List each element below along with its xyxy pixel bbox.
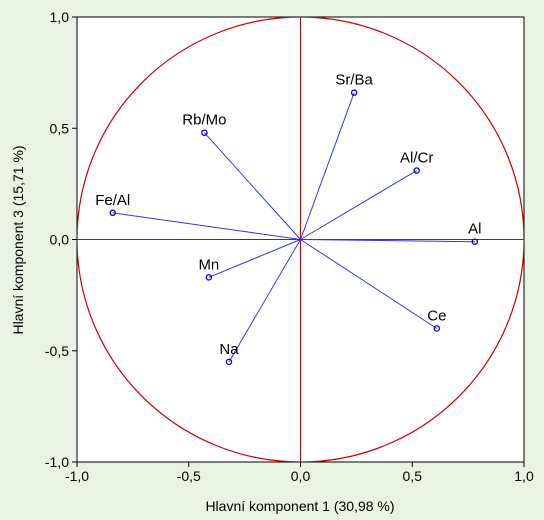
loading-vector [204,132,301,240]
x-tick-label: 1,0 [514,468,534,484]
loading-vector [300,170,417,240]
x-tick-label: -1,0 [65,468,89,484]
loading-point [471,238,479,245]
y-tick-label: -1,0 [45,454,69,470]
point-label: Mn [198,256,219,273]
point-label: Al [468,221,481,238]
point-label: Sr/Ba [335,72,373,89]
y-axis-title: Hlavní komponent 3 (15,71 %) [10,145,26,334]
point-label: Al/Cr [400,150,433,167]
y-tick-label: -0,5 [45,343,69,359]
loading-vector [208,239,301,278]
point-label: Na [219,341,239,358]
loading-vector [300,239,475,243]
loading-point [225,358,233,366]
loading-point [205,274,213,281]
point-label: Ce [427,308,446,325]
x-axis-title: Hlavní komponent 1 (30,98 %) [205,498,394,514]
loading-vector [112,212,301,240]
loading-point [109,209,117,217]
x-tick-label: 0,5 [403,468,423,484]
loading-vector [228,239,301,363]
point-label: Fe/Al [95,192,130,209]
loading-point [350,89,358,96]
point-label: Rb/Mo [182,112,226,129]
loading-point [433,325,441,332]
y-tick-label: 0,5 [50,120,70,136]
loading-point [413,167,420,174]
loading-vector [300,92,355,240]
x-tick-label: -0,5 [177,468,201,484]
y-tick-label: 0,0 [50,232,70,248]
loading-point [201,129,208,136]
loading-vector [300,239,438,329]
x-tick-label: 0,0 [291,468,311,484]
y-tick-label: 1,0 [50,9,70,25]
